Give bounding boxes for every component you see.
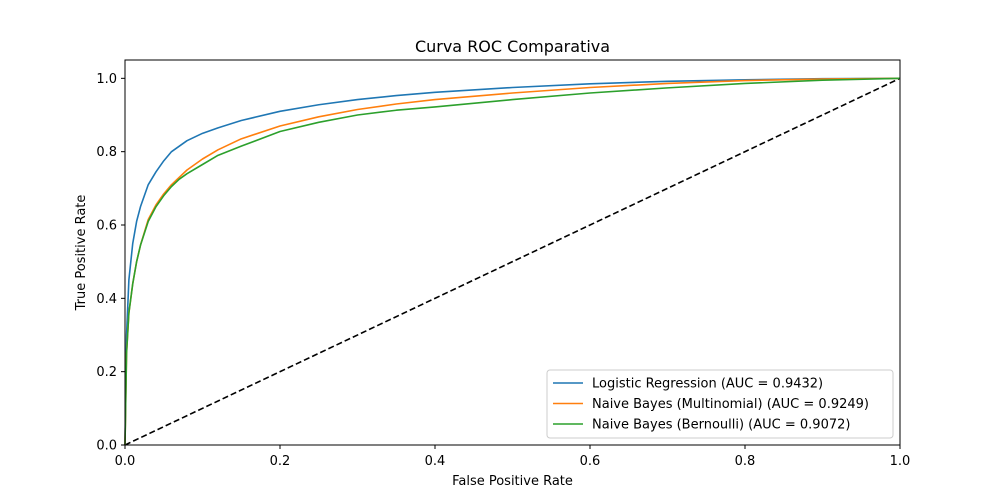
series-line-2	[124, 77, 901, 446]
legend-box	[546, 369, 894, 439]
x-tick-label: 0.0	[115, 454, 136, 469]
legend-items: Logistic Regression (AUC = 0.9432) Naive …	[553, 377, 869, 433]
reference-layer	[124, 77, 901, 446]
x-tick-label: 0.2	[270, 454, 291, 469]
plot-frame	[124, 59, 901, 446]
x-tick-label: 0.6	[580, 454, 601, 469]
series-layer	[124, 77, 901, 446]
y-axis-ticks: 0.0 0.2 0.4 0.6 0.8 1.0	[96, 72, 125, 454]
legend-label-0: Logistic Regression (AUC = 0.9432)	[592, 377, 823, 392]
y-tick-label: 0.8	[96, 145, 117, 160]
y-tick-label: 0.4	[96, 292, 117, 307]
x-tick-label: 1.0	[890, 454, 911, 469]
y-axis-label: True Positive Rate	[74, 195, 89, 312]
reference-diagonal-line	[124, 77, 901, 446]
legend-label-2: Naive Bayes (Bernoulli) (AUC = 0.9072)	[592, 418, 850, 433]
series-line-0	[124, 77, 901, 446]
legend: Logistic Regression (AUC = 0.9432) Naive …	[546, 369, 894, 439]
x-tick-label: 0.8	[735, 454, 756, 469]
x-axis-ticks: 0.0 0.2 0.4 0.6 0.8 1.0	[115, 445, 911, 469]
chart-title: Curva ROC Comparativa	[415, 37, 610, 56]
x-axis-label: False Positive Rate	[452, 474, 573, 489]
y-tick-label: 1.0	[96, 72, 117, 87]
y-tick-label: 0.2	[96, 365, 117, 380]
y-tick-label: 0.6	[96, 219, 117, 234]
legend-label-1: Naive Bayes (Multinomial) (AUC = 0.9249)	[592, 397, 869, 412]
x-tick-label: 0.4	[425, 454, 446, 469]
y-tick-label: 0.0	[96, 439, 117, 454]
